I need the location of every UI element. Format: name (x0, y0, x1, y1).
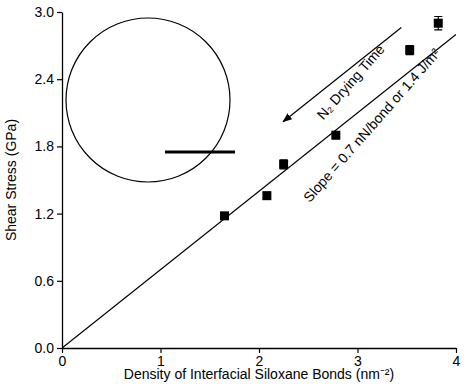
y-axis: 0.0 0.6 1.2 1.8 2.4 3.0 (35, 4, 63, 356)
error-bars (221, 16, 443, 219)
tick-label: 1.2 (35, 206, 55, 222)
tick-mark (57, 146, 62, 147)
inset (66, 18, 235, 182)
tick: 1.2 (35, 206, 62, 222)
error-bar (280, 160, 288, 169)
scale-bar (165, 151, 235, 154)
inset-frame (66, 18, 230, 182)
tick: 1.8 (35, 138, 62, 154)
y-axis-line (62, 13, 63, 349)
tick-mark (57, 12, 62, 13)
point (434, 19, 443, 28)
tick-label: 0.0 (35, 340, 55, 356)
annotation: Slope = 0.7 nN/bond or 1.4 J/m² (300, 45, 444, 205)
error-bar (406, 46, 414, 55)
point (405, 46, 414, 55)
tick: 4 (453, 348, 461, 369)
marks (62, 16, 456, 348)
tick-mark (57, 214, 62, 215)
plot-area: 012340.00.61.21.82.43.0N₂ Drying TimeSlo… (35, 4, 461, 369)
tick-label: 3.0 (35, 4, 55, 20)
y-axis-title: Shear Stress (GPa) (3, 119, 19, 241)
point (220, 211, 229, 220)
tick: 0.0 (35, 340, 62, 356)
error-bar (434, 16, 442, 29)
tick: 3.0 (35, 4, 62, 20)
tick-label: 0 (59, 353, 67, 369)
point (331, 131, 340, 140)
tick-label: 4 (453, 353, 461, 369)
tick-label: 1.8 (35, 138, 55, 154)
tick-mark (57, 348, 62, 349)
tick-mark (57, 79, 62, 80)
point (279, 160, 288, 169)
tick-label: 0.6 (35, 273, 55, 289)
point (262, 191, 271, 200)
points (220, 19, 443, 221)
tick-label: 2.4 (35, 71, 55, 87)
chart: 012340.00.61.21.82.43.0N₂ Drying TimeSlo… (0, 0, 474, 384)
tick: 0 (59, 348, 67, 369)
tick-mark (57, 281, 62, 282)
tick: 0.6 (35, 273, 62, 289)
x-axis-title: Density of Interfacial Siloxane Bonds (n… (124, 366, 394, 382)
tick: 2.4 (35, 71, 62, 87)
